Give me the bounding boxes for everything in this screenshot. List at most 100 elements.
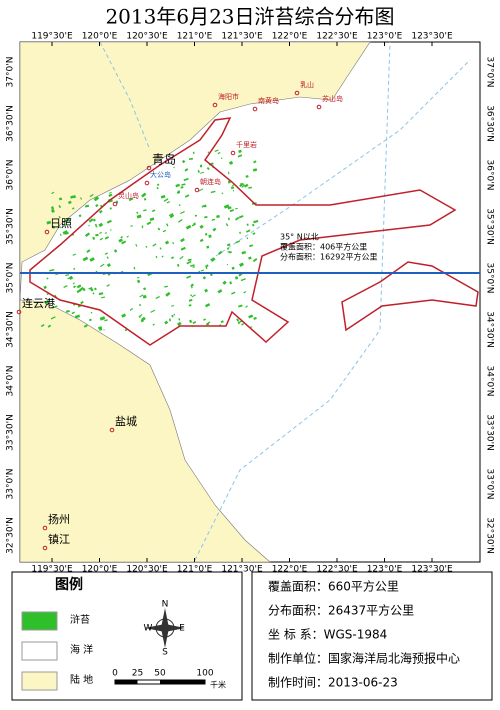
place-dot (230, 150, 236, 156)
algae-patch (203, 318, 207, 321)
algae-patch (149, 217, 155, 222)
algae-patch (232, 189, 235, 192)
info-line: 坐 标 系：WGS-1984 (268, 628, 387, 642)
algae-patch (229, 281, 233, 285)
algae-patch (140, 319, 144, 323)
algae-patch (82, 256, 89, 262)
algae-patch (176, 263, 180, 267)
title: 2013年6月23日浒苔综合分布图 (105, 5, 394, 29)
info-line: 覆盖面积：660平方公里 (268, 579, 399, 594)
lat-label: 35°0'N (6, 263, 16, 294)
algae-patch (200, 269, 205, 272)
algae-patch (227, 250, 231, 253)
lat-label: 36°30'N (6, 105, 16, 142)
algae-patch (200, 171, 205, 174)
algae-patch (106, 256, 109, 259)
lon-label: 121°0'E (177, 32, 213, 42)
algae-patch (241, 250, 247, 255)
algae-patch (191, 294, 196, 298)
algae-patch (186, 275, 192, 279)
algae-patch (97, 326, 103, 330)
algae-patch (109, 191, 112, 194)
algae-patch (220, 320, 224, 324)
algae-patch (241, 323, 244, 326)
algae-patch (73, 267, 76, 270)
place-dot (44, 229, 50, 235)
lat-label: 32°30'N (6, 517, 16, 554)
algae-patch (64, 218, 71, 223)
algae-patch (128, 197, 134, 202)
algae-patch (71, 311, 75, 315)
algae-patch (63, 284, 68, 289)
algae-patch (253, 160, 257, 164)
algae-patch (64, 231, 69, 235)
algae-patch (205, 265, 208, 270)
algae-patch (76, 289, 81, 294)
lon-label: 121°0'E (177, 565, 213, 575)
algae-patch (240, 182, 243, 186)
compass-letter: E (179, 624, 185, 634)
scale-segment (115, 680, 138, 684)
compass-letter: W (144, 624, 153, 634)
lat-label: 37°0'N (485, 57, 495, 88)
algae-patch (184, 194, 190, 198)
algae-patch (235, 240, 240, 244)
algae-patch (99, 263, 105, 268)
algae-patch (177, 218, 183, 223)
algae-patch (142, 294, 147, 299)
algae-patch (98, 209, 103, 214)
algae-patch (89, 257, 95, 262)
place-dot (294, 90, 300, 96)
algae-patch (210, 190, 216, 194)
algae-patch (188, 298, 193, 302)
algae-patch (78, 286, 85, 292)
algae-patch (118, 238, 123, 243)
place-label: 千里岩 (236, 140, 257, 149)
algae-patch (228, 160, 234, 165)
algae-patch (84, 204, 90, 208)
algae-patch (227, 171, 230, 175)
algae-patch (164, 320, 169, 325)
algae-patch (194, 214, 198, 217)
algae-patch (164, 240, 170, 245)
info-line: 分布面积：26437平方公里 (268, 603, 414, 618)
legend-label: 海 洋 (70, 643, 93, 656)
algae-patch (180, 238, 185, 243)
algae-patch (136, 214, 142, 219)
algae-patch (152, 323, 155, 326)
algae-patch (151, 209, 156, 213)
algae-patch (115, 200, 119, 204)
algae-patch (156, 183, 160, 187)
legend-label: 浒苔 (70, 613, 90, 626)
algae-patch (90, 311, 93, 314)
algae-patch (245, 305, 248, 308)
place-label: 大公岛 (150, 170, 171, 179)
algae-patch (189, 319, 193, 323)
algae-patch (51, 191, 55, 195)
lon-label: 120°0'E (82, 32, 118, 42)
scale-label: 50 (154, 669, 166, 679)
algae-patch (50, 206, 55, 210)
info-box (251, 571, 493, 701)
algae-patch (162, 229, 167, 233)
algae-patch (99, 237, 104, 241)
algae-patch (235, 216, 240, 221)
algae-patch (155, 295, 160, 300)
algae-patch (106, 284, 110, 287)
algae-patch (210, 257, 216, 263)
algae-patch (235, 207, 238, 210)
algae-patch (89, 193, 94, 198)
algae-patch (165, 291, 171, 297)
algae-patch (108, 193, 113, 197)
algae-patch (207, 151, 210, 154)
algae-patch (178, 204, 181, 207)
lon-label: 120°30'E (126, 32, 168, 42)
algae-patch (106, 219, 112, 224)
algae-patch (171, 305, 175, 307)
algae-patch (82, 287, 86, 292)
algae-patch (58, 205, 61, 208)
algae-patch (74, 314, 81, 319)
algae-patch (199, 164, 203, 168)
